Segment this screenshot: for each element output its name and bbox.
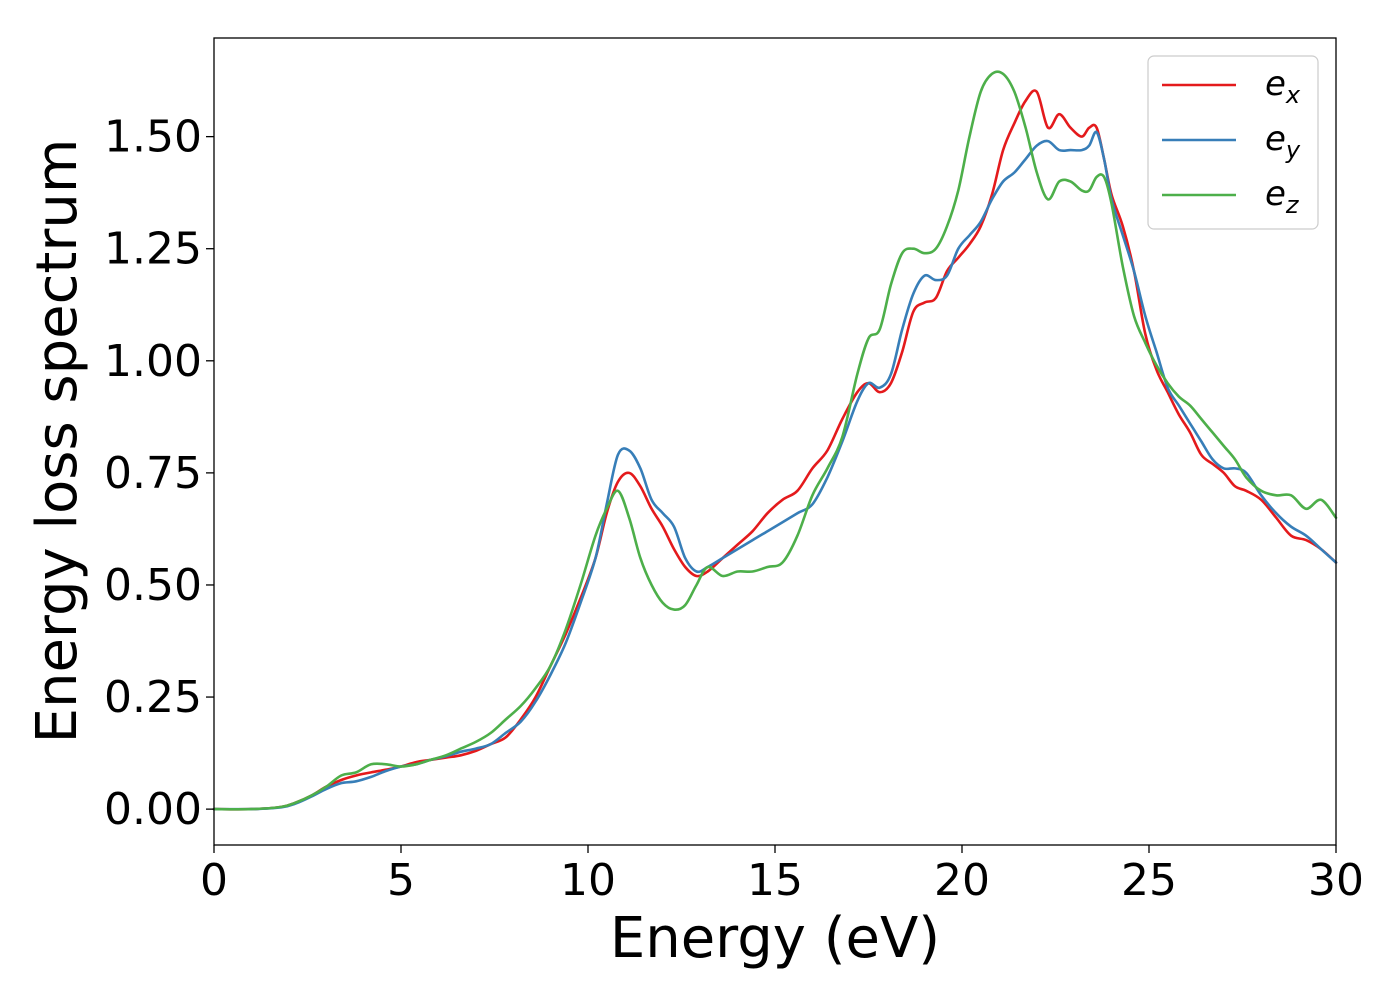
x-tick-label: 20 [934, 855, 990, 906]
legend-label-e-y: ey [1265, 119, 1301, 164]
series-line-e-y [212, 130, 1338, 811]
y-tick-label: 0.00 [104, 784, 202, 835]
series-line-e-z [212, 70, 1338, 811]
legend: ex ey ez [1147, 55, 1319, 230]
plot-area [212, 37, 1338, 846]
series-layer [212, 70, 1338, 811]
y-tick-label: 1.25 [104, 224, 202, 275]
y-tick-label: 0.25 [104, 672, 202, 723]
legend-label-e-z: ez [1265, 174, 1300, 219]
x-tick-label: 15 [747, 855, 803, 906]
y-tick-label: 1.50 [104, 112, 202, 163]
x-tick-label: 30 [1308, 855, 1364, 906]
y-tick-label: 0.75 [104, 448, 202, 499]
legend-box [1147, 55, 1319, 230]
x-axis-ticks: 0 5 10 15 20 25 30 [200, 845, 1364, 906]
x-tick-label: 25 [1121, 855, 1177, 906]
y-tick-label: 1.00 [104, 336, 202, 387]
x-tick-label: 5 [387, 855, 415, 906]
legend-entries: ex ey ez [1162, 64, 1301, 219]
y-tick-label: 0.50 [104, 560, 202, 611]
x-tick-label: 10 [560, 855, 616, 906]
x-tick-label: 0 [200, 855, 228, 906]
legend-label-e-x: ex [1265, 64, 1301, 109]
y-axis-label: Energy loss spectrum [25, 139, 90, 744]
y-axis-ticks: 0.00 0.25 0.50 0.75 1.00 1.25 1.50 [104, 112, 214, 835]
x-axis-label: Energy (eV) [610, 906, 940, 971]
